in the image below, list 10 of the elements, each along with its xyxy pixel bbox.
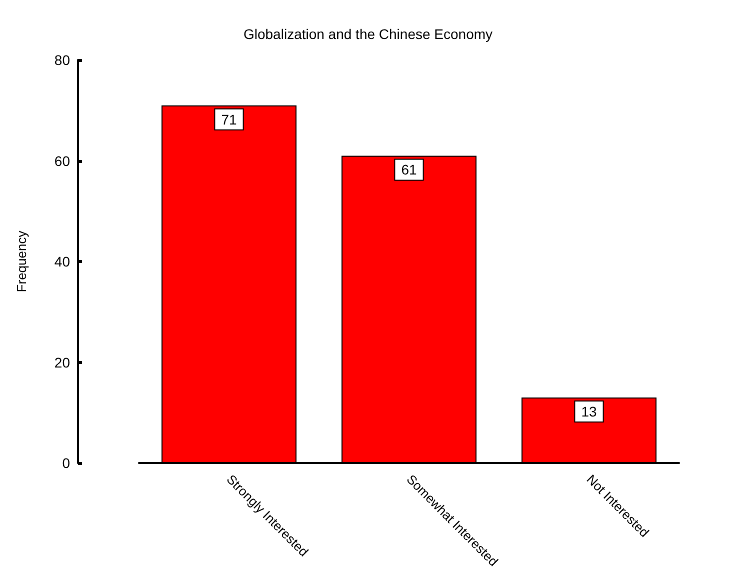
y-tick-label: 0 bbox=[62, 455, 70, 471]
data-label: 61 bbox=[401, 162, 417, 178]
y-tick-label: 40 bbox=[54, 254, 70, 270]
y-tick-label: 60 bbox=[54, 152, 70, 169]
chart-title: Globalization and the Chinese Economy bbox=[243, 26, 493, 42]
y-tick-label: 20 bbox=[54, 354, 70, 370]
y-axis-title: Frequency bbox=[14, 230, 29, 292]
data-label: 13 bbox=[581, 404, 597, 420]
data-label: 71 bbox=[221, 111, 237, 128]
y-tick-label: 80 bbox=[54, 52, 70, 68]
